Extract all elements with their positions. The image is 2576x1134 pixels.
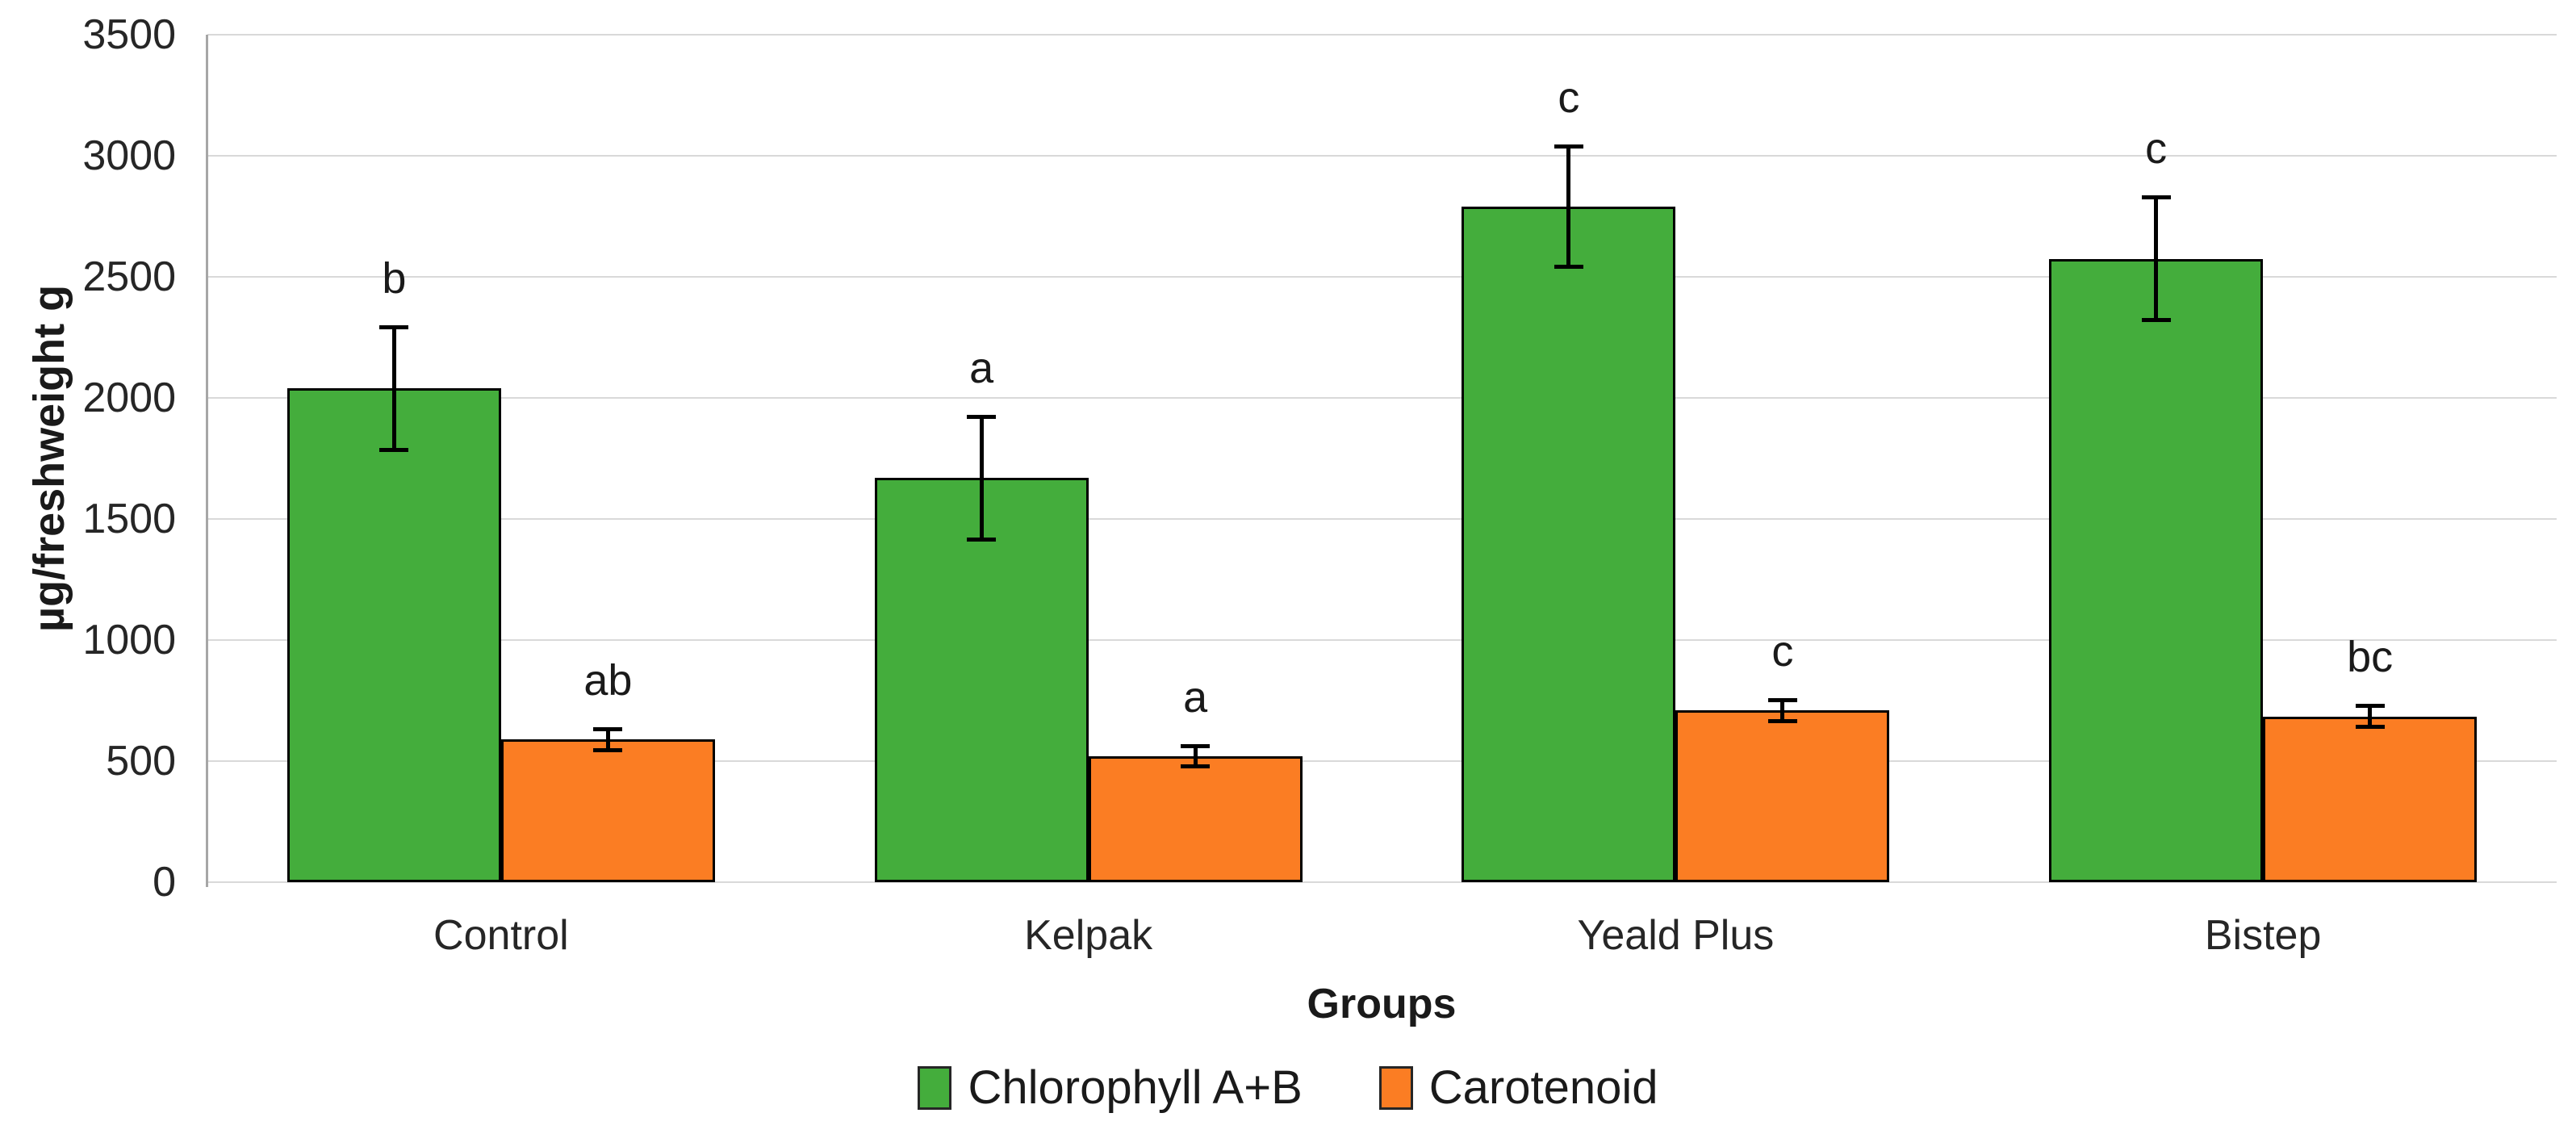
error-bar-cap-bottom: [1767, 718, 1797, 723]
significance-letter-carotenoid-kelpak: a: [1183, 673, 1208, 722]
error-bar-cap-bottom: [1554, 265, 1583, 269]
significance-letter-carotenoid-bistep: bc: [2347, 633, 2394, 681]
error-bar-cap-bottom: [2141, 318, 2171, 322]
x-category-label-yeald-plus: Yeald Plus: [1577, 912, 1775, 959]
error-bar-carotenoid-yeald-plus: [1780, 699, 1785, 722]
legend-label-chlorophyll-a-b: Chlorophyll A+B: [968, 1061, 1303, 1114]
significance-letter-carotenoid-control: ab: [583, 655, 633, 705]
bar-carotenoid-kelpak: [1088, 756, 1303, 882]
legend: Chlorophyll A+B Carotenoid: [0, 1056, 2576, 1120]
error-bar-chlorophyll-a-b-bistep: [2154, 197, 2159, 320]
x-category-label-control: Control: [433, 912, 569, 959]
error-bar-cap-top: [2355, 704, 2385, 708]
bar-carotenoid-bistep: [2263, 716, 2478, 882]
error-bar-cap-bottom: [593, 747, 623, 752]
x-axis-title: Groups: [1307, 981, 1457, 1027]
bar-chlorophyll-a-b-control: [286, 388, 501, 882]
error-bar-cap-top: [967, 414, 997, 419]
error-bar-cap-bottom: [2355, 725, 2385, 729]
y-tick-label-3500: 3500: [82, 11, 176, 58]
gridline-3000: [207, 155, 2557, 157]
significance-letter-carotenoid-yeald-plus: c: [1771, 626, 1794, 676]
error-bar-cap-top: [2141, 195, 2171, 199]
legend-color-swatch-carotenoid: [1378, 1066, 1413, 1110]
y-tick-label-500: 500: [106, 738, 176, 785]
error-bar-cap-top: [379, 324, 409, 329]
y-axis-line: [206, 35, 208, 887]
error-bar-cap-bottom: [379, 447, 409, 452]
x-category-label-bistep: Bistep: [2204, 912, 2322, 959]
error-bar-cap-top: [593, 726, 623, 731]
error-bar-cap-bottom: [1181, 764, 1211, 768]
error-bar-cap-bottom: [967, 537, 997, 542]
error-bar-chlorophyll-a-b-kelpak: [979, 416, 984, 540]
y-tick-label-2500: 2500: [82, 253, 176, 300]
error-bar-carotenoid-bistep: [2368, 705, 2373, 727]
error-bar-chlorophyll-a-b-yeald-plus: [1566, 146, 1571, 267]
bar-carotenoid-control: [500, 739, 715, 882]
gridline-2000: [207, 397, 2557, 399]
gridline-2500: [207, 276, 2557, 278]
y-tick-label-0: 0: [153, 859, 176, 906]
y-tick-label-3000: 3000: [82, 132, 176, 179]
error-bar-cap-top: [1554, 144, 1583, 149]
y-tick-label-1000: 1000: [82, 617, 176, 663]
gridline-1500: [207, 518, 2557, 520]
bar-carotenoid-yeald-plus: [1675, 710, 1890, 882]
bar-chlorophyll-a-b-yeald-plus: [1462, 207, 1676, 882]
legend-label-carotenoid: Carotenoid: [1428, 1061, 1658, 1114]
gridline-3500: [207, 34, 2557, 36]
error-bar-cap-top: [1767, 697, 1797, 702]
gridline-500: [207, 760, 2557, 762]
significance-letter-chlorophyll-a-b-control: b: [382, 253, 407, 303]
x-category-label-kelpak: Kelpak: [1024, 912, 1153, 959]
y-tick-label-2000: 2000: [82, 375, 176, 421]
legend-color-swatch-chlorophyll-a-b: [918, 1066, 952, 1110]
legend-item-carotenoid: Carotenoid: [1378, 1056, 1658, 1120]
significance-letter-chlorophyll-a-b-yeald-plus: c: [1558, 73, 1580, 122]
error-bar-carotenoid-kelpak: [1193, 746, 1198, 767]
significance-letter-chlorophyll-a-b-bistep: c: [2145, 124, 2168, 173]
error-bar-carotenoid-control: [605, 728, 610, 751]
error-bar-chlorophyll-a-b-control: [391, 326, 396, 450]
error-bar-cap-top: [1181, 744, 1211, 749]
legend-item-chlorophyll-a-b: Chlorophyll A+B: [918, 1056, 1303, 1120]
y-tick-label-1500: 1500: [82, 496, 176, 542]
gridline-1000: [207, 639, 2557, 641]
significance-letter-chlorophyll-a-b-kelpak: a: [969, 343, 994, 392]
gridline-0: [207, 881, 2557, 883]
bar-chlorophyll-a-b-bistep: [2049, 258, 2264, 882]
